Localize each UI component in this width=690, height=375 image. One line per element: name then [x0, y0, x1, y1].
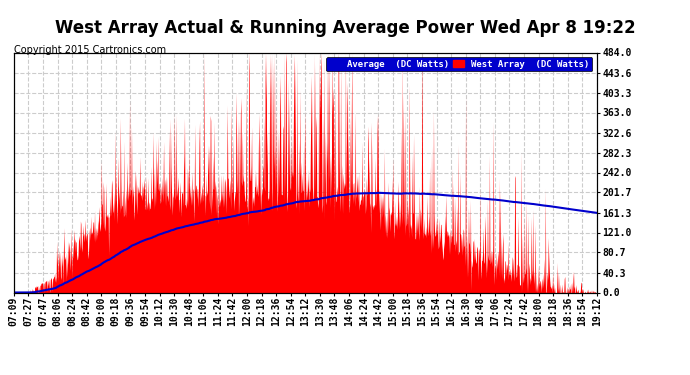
Text: West Array Actual & Running Average Power Wed Apr 8 19:22: West Array Actual & Running Average Powe…	[55, 19, 635, 37]
Text: Copyright 2015 Cartronics.com: Copyright 2015 Cartronics.com	[14, 45, 166, 55]
Legend: Average  (DC Watts), West Array  (DC Watts): Average (DC Watts), West Array (DC Watts…	[326, 57, 592, 71]
